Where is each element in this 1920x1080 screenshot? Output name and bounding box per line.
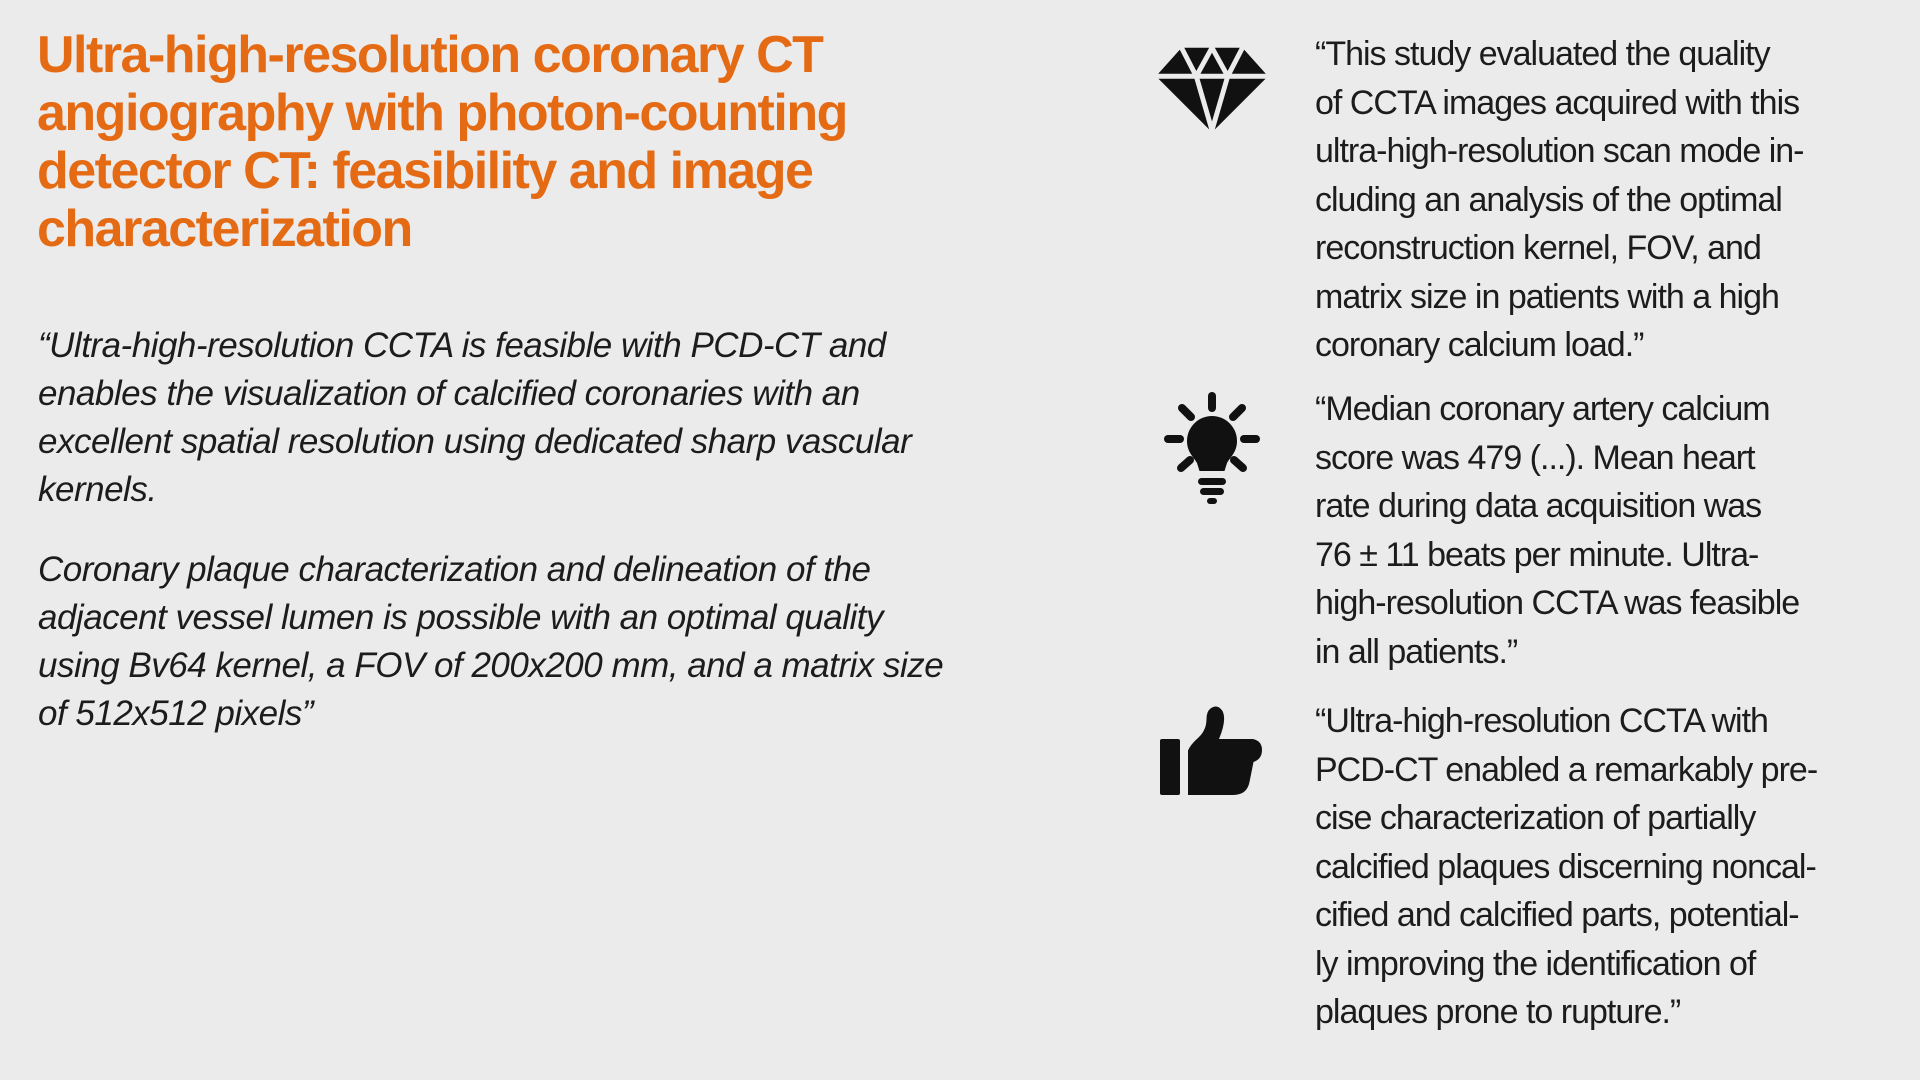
highlight-conclusion-text: “Ultra-high-resolution CCTA with PCD-CT … [1315, 702, 1818, 1031]
abstract-quote-paragraph-2: Coronary plaque characterization and del… [38, 550, 944, 733]
thumbs-up-icon [1158, 706, 1264, 801]
abstract-quote-paragraph-1: “Ultra-high-resolution CCTA is feasible … [38, 326, 912, 509]
diamond-icon [1154, 45, 1270, 135]
lightbulb-icon [1164, 392, 1260, 504]
highlight-study-text: “This study evaluated the quality of CCT… [1315, 35, 1804, 364]
highlight-results-text: “Median coronary artery calcium score wa… [1315, 390, 1800, 671]
page-title: Ultra-high-resolution coronary CT angiog… [37, 26, 848, 258]
